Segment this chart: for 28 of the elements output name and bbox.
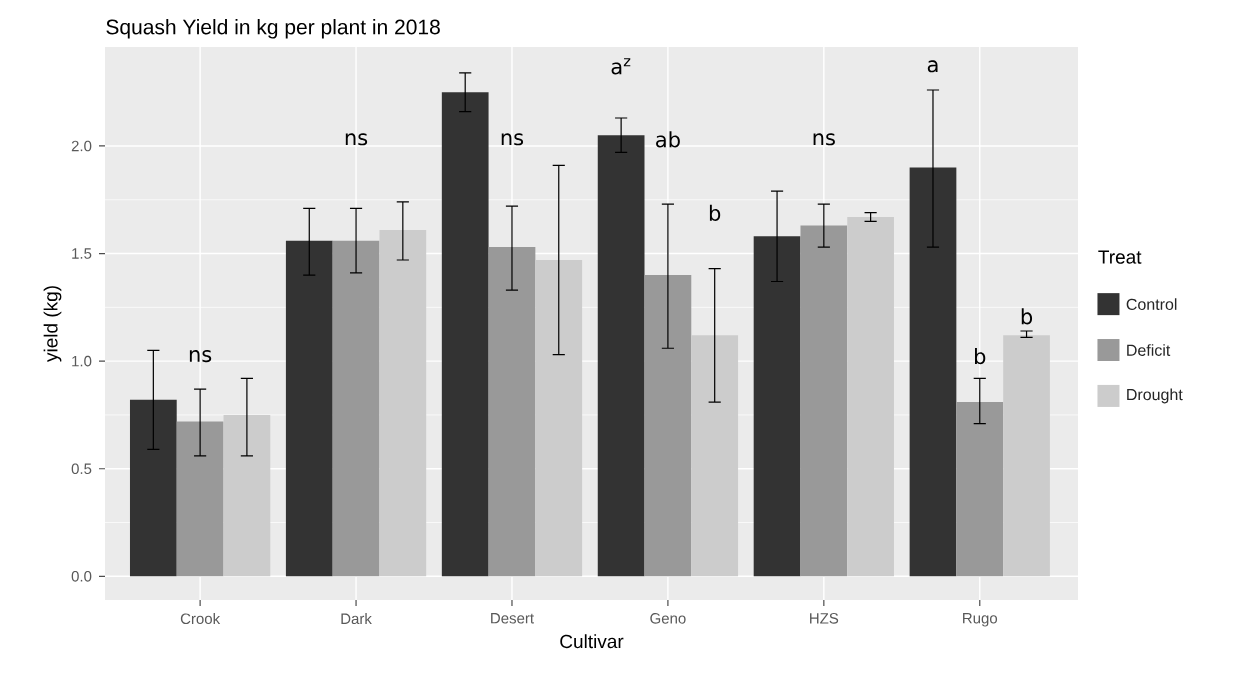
legend-label: Control: [1126, 298, 1177, 310]
annotation: b: [975, 348, 986, 365]
x-tick-label: Rugo: [963, 613, 998, 627]
annotation: ns: [189, 350, 212, 363]
y-tick-label: 1.0: [72, 355, 92, 367]
y-tick-label: 1.5: [72, 248, 92, 259]
y-tick-label: 2.0: [71, 140, 92, 152]
annotation: a$^{z}$: [611, 58, 631, 75]
annotation: ab: [656, 131, 680, 148]
annotation: ns: [345, 133, 368, 146]
annotation: b: [1021, 308, 1033, 325]
y-tick-label: 0.5: [71, 463, 92, 475]
chart-title: Squash Yield in kg per plant in 2018: [106, 19, 440, 39]
x-tick-label: Desert: [491, 613, 534, 624]
x-tick-label: Dark: [341, 613, 372, 625]
legend-label: Deficit: [1127, 344, 1171, 356]
annotation: ns: [501, 133, 524, 146]
x-tick-label: Crook: [180, 613, 221, 625]
annotation: b: [709, 204, 721, 221]
legend-title: Treat: [1098, 250, 1142, 264]
x-axis-title: Cultivar: [560, 634, 624, 649]
y-tick-label: 0.0: [71, 571, 92, 582]
x-tick-label: Geno: [650, 613, 686, 624]
x-tick-label: HZS: [810, 613, 839, 624]
annotation: ns: [813, 133, 835, 146]
legend-label: Drought: [1127, 388, 1183, 404]
y-axis-title: yield (kg): [43, 286, 62, 362]
annotation: a: [927, 60, 938, 73]
